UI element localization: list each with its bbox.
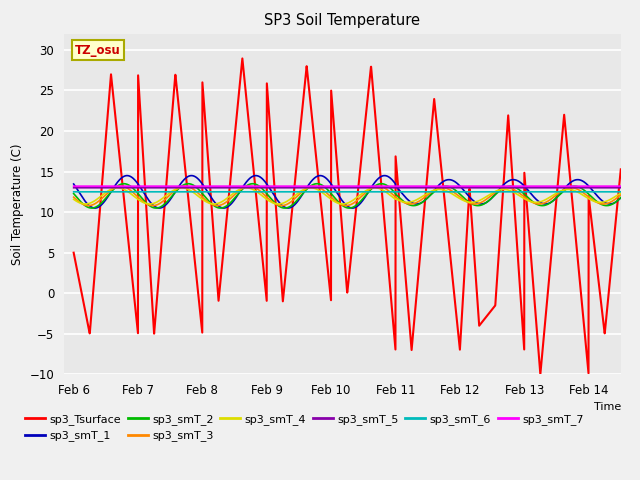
sp3_smT_7 bbox=[467, 183, 475, 189]
sp3_Tsurface bbox=[600, 327, 608, 333]
Line: sp3_smT_1: sp3_smT_1 bbox=[74, 176, 621, 208]
sp3_smT_5 bbox=[330, 185, 337, 191]
sp3_smT_1 bbox=[330, 185, 337, 191]
sp3_smT_3 bbox=[600, 201, 608, 207]
sp3_smT_5 bbox=[70, 185, 77, 191]
sp3_smT_7 bbox=[573, 183, 580, 189]
sp3_smT_3 bbox=[617, 192, 625, 198]
Line: sp3_smT_4: sp3_smT_4 bbox=[74, 188, 621, 204]
sp3_smT_1 bbox=[70, 181, 77, 187]
sp3_smT_1 bbox=[617, 195, 625, 201]
sp3_Tsurface bbox=[304, 76, 312, 82]
Y-axis label: Soil Temperature (C): Soil Temperature (C) bbox=[11, 143, 24, 265]
sp3_smT_5 bbox=[300, 185, 307, 191]
sp3_smT_6 bbox=[304, 189, 312, 195]
sp3_smT_5 bbox=[617, 185, 625, 191]
Line: sp3_smT_2: sp3_smT_2 bbox=[74, 184, 621, 208]
sp3_smT_1 bbox=[573, 177, 581, 182]
sp3_smT_4 bbox=[300, 187, 308, 192]
sp3_smT_4 bbox=[113, 185, 121, 191]
sp3_smT_4 bbox=[70, 196, 77, 202]
sp3_smT_2 bbox=[305, 185, 312, 191]
sp3_smT_2 bbox=[600, 203, 608, 208]
sp3_smT_3 bbox=[573, 186, 581, 192]
sp3_smT_2 bbox=[330, 194, 338, 200]
sp3_smT_6 bbox=[330, 189, 337, 195]
sp3_smT_4 bbox=[305, 185, 312, 191]
sp3_smT_7 bbox=[70, 183, 77, 189]
sp3_smT_3 bbox=[181, 183, 189, 189]
sp3_Tsurface bbox=[330, 120, 337, 126]
sp3_smT_4 bbox=[573, 189, 581, 194]
sp3_smT_5 bbox=[467, 185, 475, 191]
sp3_Tsurface bbox=[300, 93, 307, 99]
Title: SP3 Soil Temperature: SP3 Soil Temperature bbox=[264, 13, 420, 28]
sp3_smT_3 bbox=[342, 203, 350, 208]
sp3_smT_3 bbox=[70, 194, 77, 200]
sp3_smT_3 bbox=[468, 201, 476, 206]
sp3_smT_5 bbox=[573, 185, 580, 191]
Text: TZ_osu: TZ_osu bbox=[75, 44, 121, 57]
sp3_smT_7 bbox=[304, 183, 312, 189]
sp3_smT_1 bbox=[468, 196, 476, 202]
Text: Time: Time bbox=[593, 402, 621, 412]
sp3_smT_4 bbox=[468, 200, 476, 205]
sp3_smT_6 bbox=[467, 189, 475, 195]
sp3_smT_1 bbox=[188, 173, 195, 179]
sp3_Tsurface bbox=[239, 56, 246, 61]
sp3_smT_2 bbox=[281, 205, 289, 211]
sp3_Tsurface bbox=[467, 210, 475, 216]
sp3_smT_6 bbox=[617, 189, 625, 195]
sp3_smT_7 bbox=[617, 183, 625, 189]
Line: sp3_Tsurface: sp3_Tsurface bbox=[74, 59, 621, 374]
sp3_smT_6 bbox=[300, 189, 307, 195]
sp3_smT_4 bbox=[275, 201, 282, 207]
sp3_smT_4 bbox=[600, 199, 608, 205]
sp3_smT_2 bbox=[70, 191, 77, 196]
sp3_smT_4 bbox=[617, 190, 625, 196]
sp3_smT_2 bbox=[300, 190, 308, 195]
sp3_smT_6 bbox=[600, 189, 608, 195]
sp3_Tsurface bbox=[536, 372, 544, 377]
sp3_smT_3 bbox=[330, 197, 337, 203]
sp3_smT_5 bbox=[304, 185, 312, 191]
sp3_Tsurface bbox=[70, 250, 77, 255]
sp3_smT_5 bbox=[600, 185, 608, 191]
sp3_Tsurface bbox=[573, 249, 581, 254]
Line: sp3_smT_3: sp3_smT_3 bbox=[74, 186, 621, 205]
sp3_smT_3 bbox=[300, 188, 307, 193]
sp3_smT_4 bbox=[330, 198, 338, 204]
sp3_smT_1 bbox=[304, 183, 312, 189]
sp3_smT_1 bbox=[300, 190, 307, 195]
sp3_smT_2 bbox=[573, 183, 581, 189]
sp3_smT_7 bbox=[600, 183, 608, 189]
sp3_smT_2 bbox=[120, 181, 128, 187]
sp3_smT_7 bbox=[300, 183, 307, 189]
Legend: sp3_Tsurface, sp3_smT_1, sp3_smT_2, sp3_smT_3, sp3_smT_4, sp3_smT_5, sp3_smT_6, : sp3_Tsurface, sp3_smT_1, sp3_smT_2, sp3_… bbox=[25, 414, 584, 442]
sp3_smT_6 bbox=[573, 189, 580, 195]
sp3_smT_7 bbox=[330, 183, 337, 189]
sp3_smT_3 bbox=[304, 185, 312, 191]
sp3_smT_6 bbox=[70, 189, 77, 195]
sp3_smT_1 bbox=[600, 199, 608, 205]
sp3_smT_2 bbox=[468, 201, 476, 206]
sp3_smT_1 bbox=[349, 205, 356, 211]
sp3_smT_2 bbox=[617, 195, 625, 201]
sp3_Tsurface bbox=[617, 167, 625, 172]
